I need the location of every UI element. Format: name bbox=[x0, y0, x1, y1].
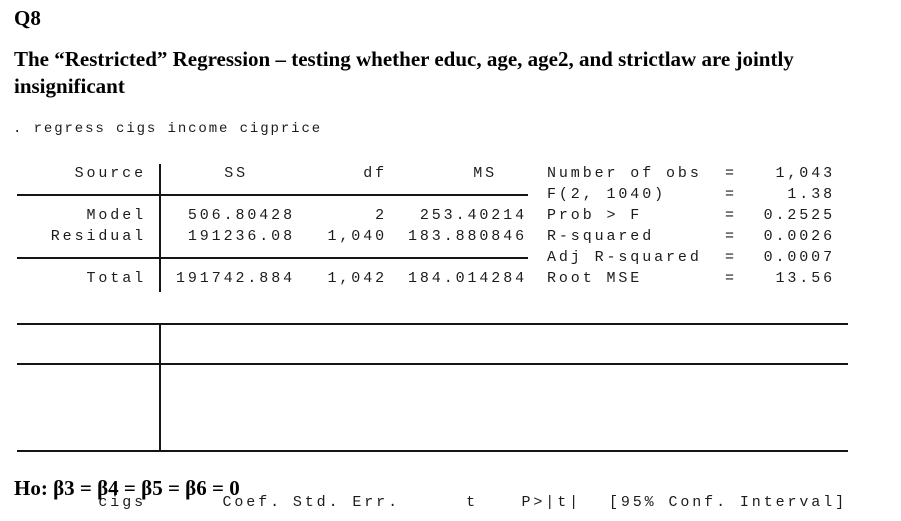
anova-col-ms: MS bbox=[473, 165, 497, 182]
anova-col-df: df bbox=[363, 165, 387, 182]
anova-cell-ss: 191742.884 bbox=[175, 270, 295, 287]
fit-statistics: Number of obs = 1,043 F(2, 1040) = 1.38 … bbox=[547, 163, 835, 289]
anova-col-source: Source bbox=[74, 165, 146, 182]
stat-label: Root MSE bbox=[547, 270, 643, 287]
equals-sign: = bbox=[725, 165, 737, 182]
stata-command-line: . regress cigs income cigprice bbox=[13, 121, 323, 137]
anova-cell-source: Model bbox=[86, 207, 146, 224]
equals-sign: = bbox=[725, 186, 737, 203]
anova-cell-ms: 253.40214 bbox=[419, 207, 527, 224]
anova-cell-ss: 191236.08 bbox=[187, 228, 295, 245]
equals-sign: = bbox=[725, 270, 737, 287]
anova-row-total: Total 191742.884 1,042 184.014284 bbox=[14, 268, 888, 289]
anova-cell-df: 1,042 bbox=[327, 270, 387, 287]
coef-header-row: cigs Coef. Std. Err. t P>|t| [95% Conf. … bbox=[14, 492, 847, 513]
anova-row-model: Model 506.80428 2 253.40214 bbox=[14, 205, 888, 226]
stat-label: R-squared bbox=[547, 228, 655, 245]
coef-header-rule bbox=[17, 363, 848, 365]
stat-root-mse: Root MSE = 13.56 bbox=[547, 268, 835, 289]
coef-col-conf-interval: [95% Conf. Interval] bbox=[608, 494, 847, 511]
stat-adj-r-squared: Adj R-squared = 0.0007 bbox=[547, 247, 835, 268]
question-label: Q8 bbox=[14, 6, 41, 30]
stat-value: 0.0007 bbox=[763, 249, 835, 266]
stat-label: Adj R-squared bbox=[547, 249, 702, 266]
anova-header-row: Source SS df MS bbox=[14, 163, 888, 184]
stat-value: 0.2525 bbox=[763, 207, 835, 224]
coef-divider-line bbox=[159, 324, 161, 450]
equals-sign: = bbox=[725, 228, 737, 245]
stat-r-squared: R-squared = 0.0026 bbox=[547, 226, 835, 247]
stat-value: 1,043 bbox=[775, 165, 835, 182]
coef-col-coef: Coef. bbox=[222, 494, 282, 511]
anova-cell-source: Residual bbox=[50, 228, 146, 245]
stata-output: Source SS df MS Model 506.80428 2 253.40… bbox=[14, 163, 888, 511]
anova-row-residual: Residual 191236.08 1,040 183.880846 bbox=[14, 226, 888, 247]
coef-bottom-rule bbox=[17, 450, 848, 452]
stat-value: 0.0026 bbox=[763, 228, 835, 245]
anova-cell-df: 1,040 bbox=[327, 228, 387, 245]
coef-col-p: P>|t| bbox=[521, 494, 581, 511]
anova-divider-line bbox=[159, 164, 161, 292]
stat-prob-f: Prob > F = 0.2525 bbox=[547, 205, 835, 226]
coef-col-t: t bbox=[466, 494, 478, 511]
stat-label: Number of obs bbox=[547, 165, 702, 182]
anova-col-ss: SS bbox=[224, 165, 248, 182]
stat-label: F(2, 1040) bbox=[547, 186, 667, 203]
stat-number-of-obs: Number of obs = 1,043 bbox=[547, 163, 835, 184]
stat-f: F(2, 1040) = 1.38 bbox=[547, 184, 835, 205]
stat-label: Prob > F bbox=[547, 207, 643, 224]
anova-cell-source: Total bbox=[86, 270, 146, 287]
null-hypothesis: Ho: β3 = β4 = β5 = β6 = 0 bbox=[14, 476, 240, 500]
coef-top-rule bbox=[17, 323, 848, 325]
equals-sign: = bbox=[725, 207, 737, 224]
anova-header-rule bbox=[17, 194, 528, 196]
anova-table: Source SS df MS Model 506.80428 2 253.40… bbox=[14, 163, 888, 289]
anova-cell-ms: 184.014284 bbox=[407, 270, 527, 287]
anova-cell-ms: 183.880846 bbox=[407, 228, 527, 245]
anova-cell-df: 2 bbox=[375, 207, 387, 224]
equals-sign: = bbox=[725, 249, 737, 266]
stat-value: 1.38 bbox=[787, 186, 835, 203]
stat-value: 13.56 bbox=[775, 270, 835, 287]
section-title: The “Restricted” Regression – testing wh… bbox=[14, 47, 794, 98]
coef-col-depvar: cigs bbox=[98, 494, 146, 511]
coef-col-stderr: Std. Err. bbox=[292, 494, 400, 511]
anova-total-rule bbox=[17, 257, 528, 259]
anova-cell-ss: 506.80428 bbox=[187, 207, 295, 224]
